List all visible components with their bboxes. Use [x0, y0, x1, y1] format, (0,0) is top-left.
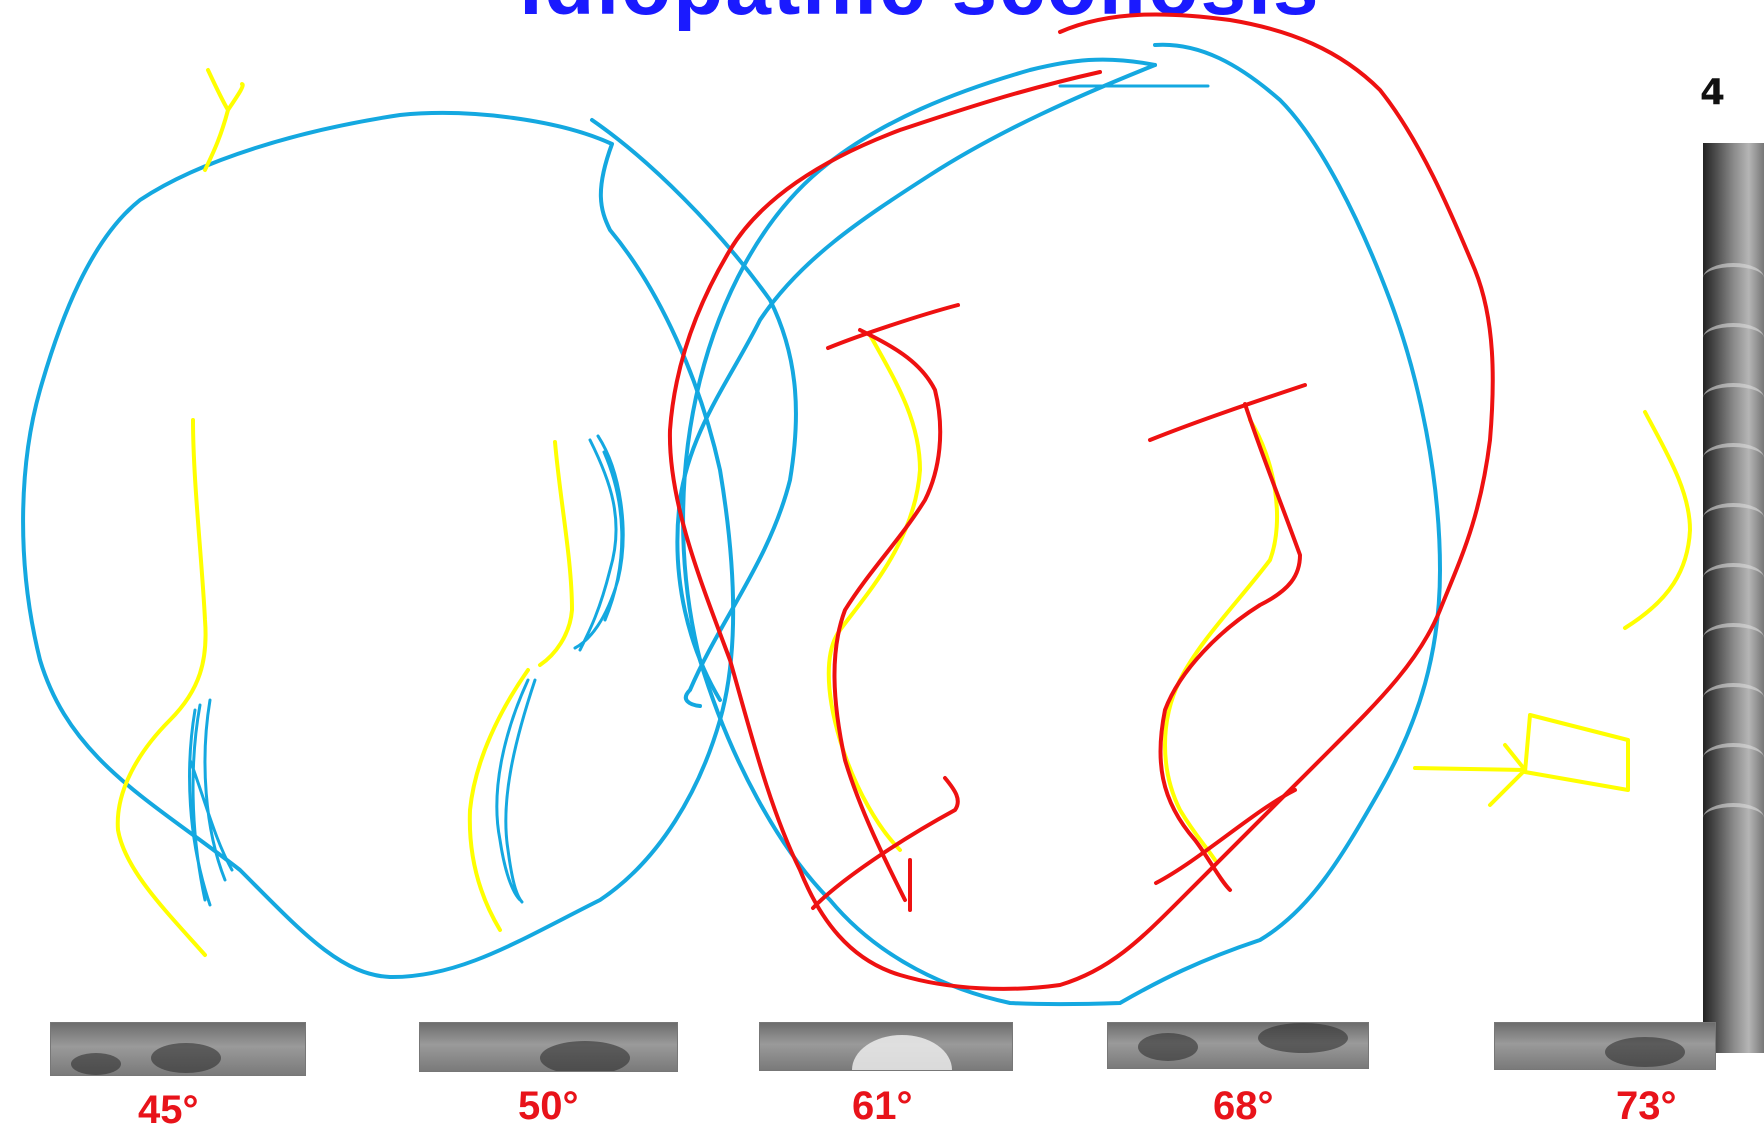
yellow-box: [1523, 713, 1630, 792]
blue-loop-left: [21, 111, 736, 980]
angle-label-5: 73°: [1616, 1084, 1677, 1128]
yellow-curve-1: [115, 418, 208, 957]
yellow-curve-2: [467, 440, 574, 932]
xray-thumbnail-4: [1107, 1022, 1369, 1069]
blue-loop-right: [681, 42, 1442, 1007]
blue-scribble-2: [573, 434, 625, 652]
blue-scribble-3: [495, 678, 537, 904]
xray-thumbnail-3: [759, 1022, 1013, 1071]
red-curve-2: [1148, 383, 1307, 892]
red-loop-outer: [667, 12, 1495, 991]
yellow-curve-5: [1623, 410, 1692, 630]
xray-thumbnail-2: [419, 1022, 678, 1072]
side-xray-image: [1703, 143, 1764, 1053]
red-curve-1: [811, 303, 960, 912]
yellow-curve-3: [826, 333, 922, 852]
blue-loop-inner: [675, 63, 1157, 702]
xray-thumbnail-5: [1494, 1022, 1716, 1070]
corner-number: 4: [1700, 72, 1726, 113]
yellow-arrow: [1413, 743, 1527, 807]
yellow-curve-1-top: [203, 68, 245, 172]
angle-label-3: 61°: [852, 1084, 913, 1128]
angle-label-4: 68°: [1213, 1084, 1274, 1128]
angle-label-2: 50°: [518, 1084, 579, 1128]
yellow-curve-4: [1163, 418, 1280, 862]
angle-label-1: 45°: [138, 1088, 199, 1132]
blue-loop-middle: [590, 118, 798, 708]
blue-scribble-1: [188, 698, 234, 907]
xray-thumbnail-1: [50, 1022, 306, 1076]
